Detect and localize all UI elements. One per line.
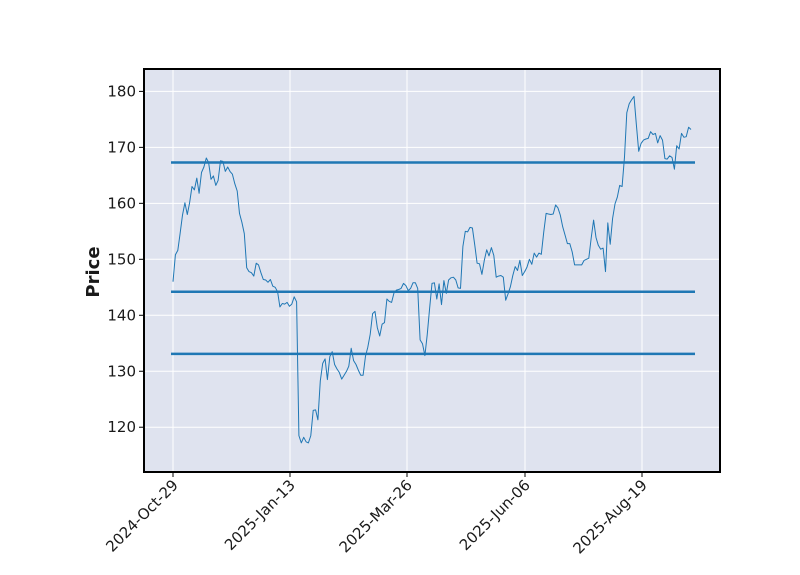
price-series-line (172, 95, 692, 444)
y-axis-ticks: 120 130 140 150 160 170 180 (107, 82, 144, 436)
x-tick-label: 2025-Jan-13 (221, 476, 299, 554)
y-tick-label: 140 (107, 306, 136, 324)
plot-background (144, 69, 720, 472)
x-tick-label: 2025-Jun-06 (456, 476, 534, 554)
y-tick-label: 180 (107, 82, 136, 100)
horizontal-level-lines (171, 161, 695, 356)
y-axis-label: Price (83, 246, 104, 297)
plot-frame (143, 68, 721, 473)
y-tick-label: 120 (107, 418, 136, 436)
x-tick-label: 2024-Oct-29 (102, 476, 182, 556)
y-tick-label: 130 (107, 362, 136, 380)
y-tick-label: 150 (107, 250, 136, 268)
x-axis-ticks: 2024-Oct-29 2025-Jan-13 2025-Mar-26 2025-Ju… (102, 472, 651, 557)
y-tick-label: 160 (107, 194, 136, 212)
x-tick-label: 2025-Aug-19 (569, 476, 650, 557)
y-tick-label: 170 (107, 138, 136, 156)
grid-lines (144, 69, 720, 472)
x-tick-label: 2025-Mar-26 (336, 476, 416, 556)
